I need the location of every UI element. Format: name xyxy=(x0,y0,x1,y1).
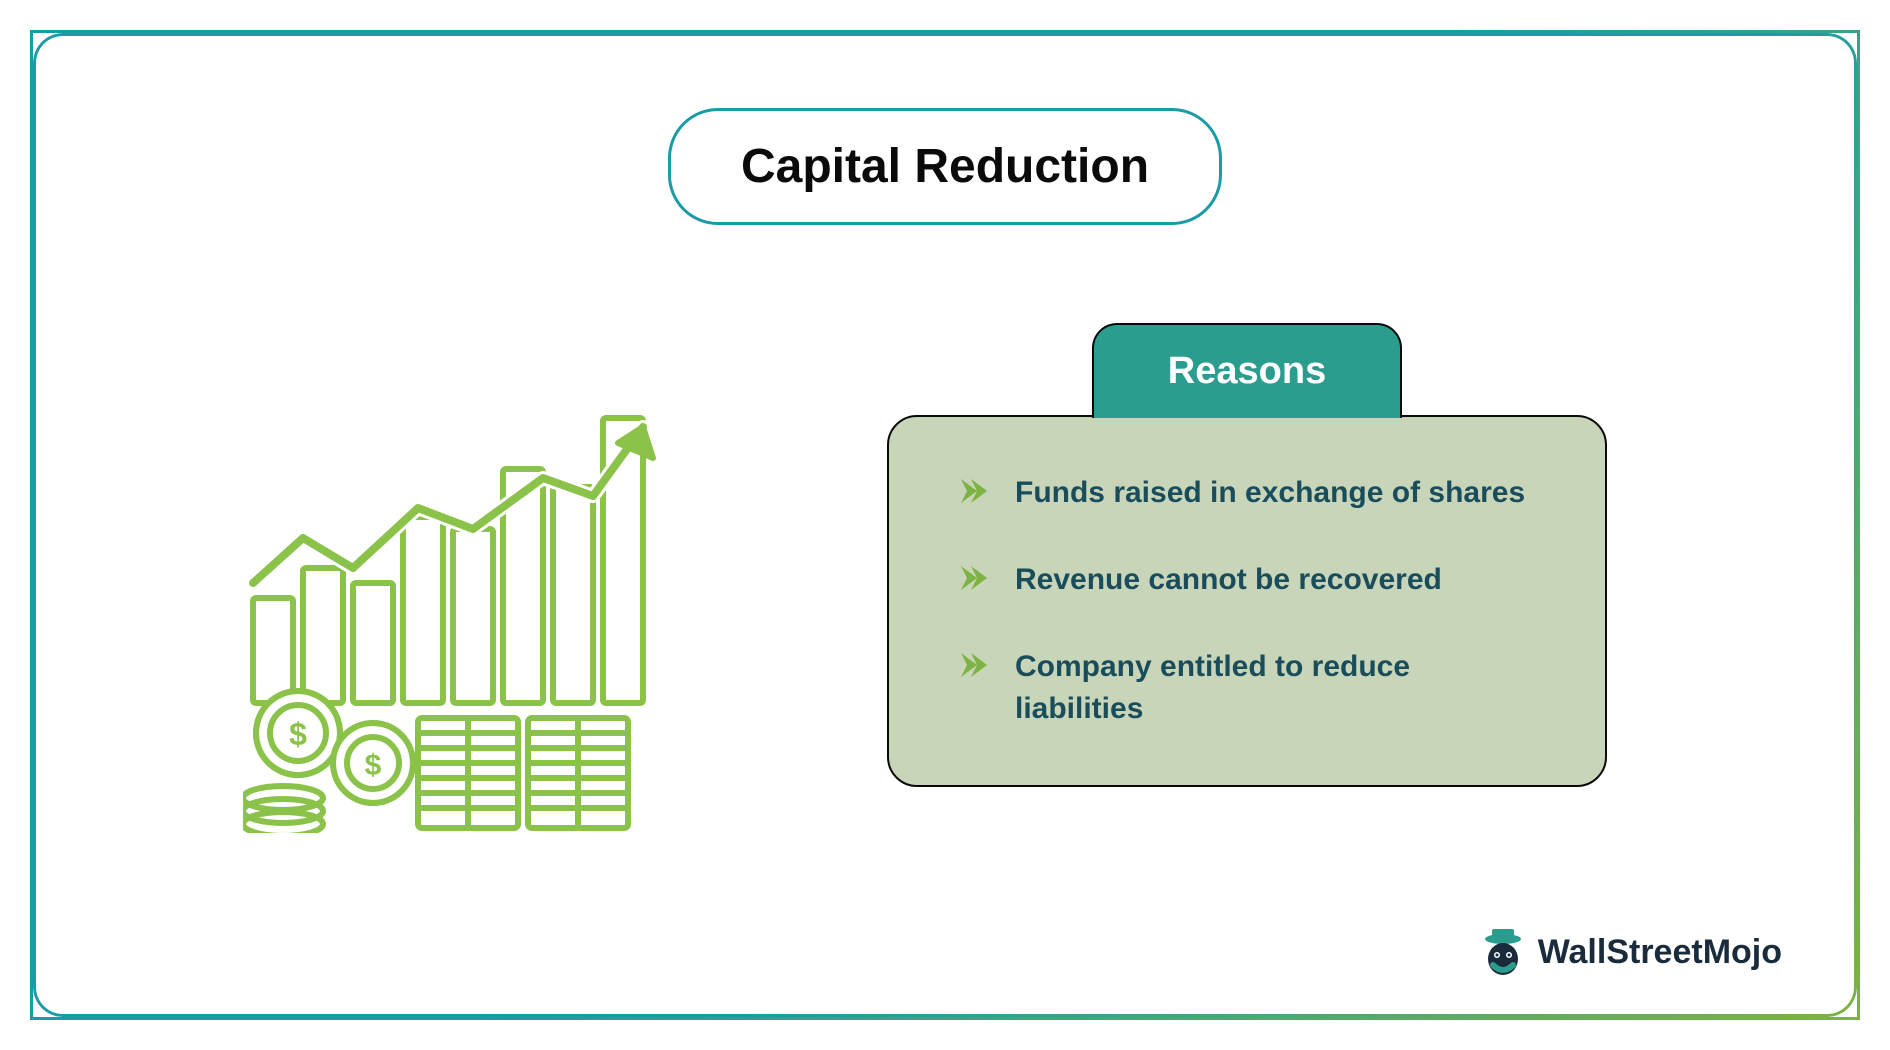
reason-text: Company entitled to reduce liabilities xyxy=(1015,646,1545,730)
bullet-arrow-icon xyxy=(959,564,987,592)
svg-text:$: $ xyxy=(289,716,307,752)
reason-item: Company entitled to reduce liabilities xyxy=(959,646,1545,730)
reasons-box: Funds raised in exchange of shares Reven… xyxy=(887,415,1607,787)
reasons-tab: Reasons xyxy=(1092,323,1402,418)
infographic-frame: Capital Reduction xyxy=(30,30,1860,1020)
bullet-arrow-icon xyxy=(959,651,987,679)
reason-item: Revenue cannot be recovered xyxy=(959,559,1545,601)
svg-text:$: $ xyxy=(365,749,382,782)
finance-illustration: $ $ xyxy=(243,403,673,833)
reason-text: Funds raised in exchange of shares xyxy=(1015,472,1525,514)
title-text: Capital Reduction xyxy=(741,139,1149,194)
bullet-arrow-icon xyxy=(959,477,987,505)
content-area: Capital Reduction xyxy=(33,33,1857,1017)
reasons-group: Reasons Funds raised in exchange of shar… xyxy=(887,323,1607,787)
reason-item: Funds raised in exchange of shares xyxy=(959,472,1545,514)
brand-logo: WallStreetMojo xyxy=(1478,927,1782,977)
mojo-mascot-icon xyxy=(1478,927,1528,977)
reasons-tab-label: Reasons xyxy=(1144,350,1350,393)
brand-name: WallStreetMojo xyxy=(1538,933,1782,972)
title-pill: Capital Reduction xyxy=(668,108,1222,225)
reason-text: Revenue cannot be recovered xyxy=(1015,559,1442,601)
